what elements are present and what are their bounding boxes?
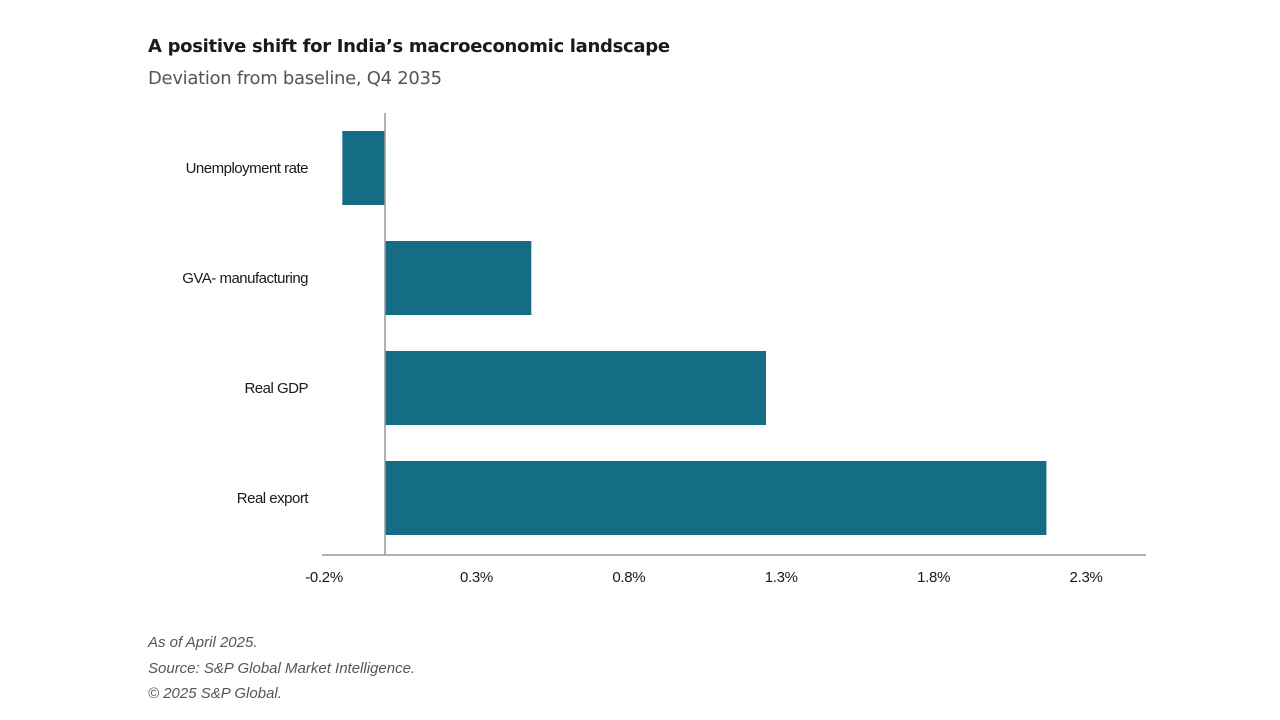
category-label: Real export	[237, 490, 310, 507]
x-tick-label: 0.3%	[460, 569, 493, 586]
bar-1	[385, 241, 532, 315]
x-tick-label: -0.2%	[305, 569, 343, 586]
category-label: Unemployment rate	[186, 160, 309, 177]
category-label: GVA- manufacturing	[182, 270, 308, 287]
footnote-copyright: © 2025 S&P Global.	[148, 685, 282, 702]
x-tick-label: 0.8%	[612, 569, 645, 586]
footnote-source: Source: S&P Global Market Intelligence.	[148, 660, 416, 677]
bar-3	[385, 461, 1047, 535]
chart-subtitle: Deviation from baseline, Q4 2035	[148, 68, 442, 89]
x-tick-label: 1.8%	[917, 569, 950, 586]
bar-0	[342, 131, 385, 205]
x-tick-label: 1.3%	[765, 569, 798, 586]
x-tick-label: 2.3%	[1070, 569, 1103, 586]
chart-title: A positive shift for India’s macroeconom…	[148, 36, 670, 57]
footnote-as-of: As of April 2025.	[148, 634, 258, 651]
bar-2	[385, 351, 766, 425]
category-label: Real GDP	[244, 380, 308, 397]
